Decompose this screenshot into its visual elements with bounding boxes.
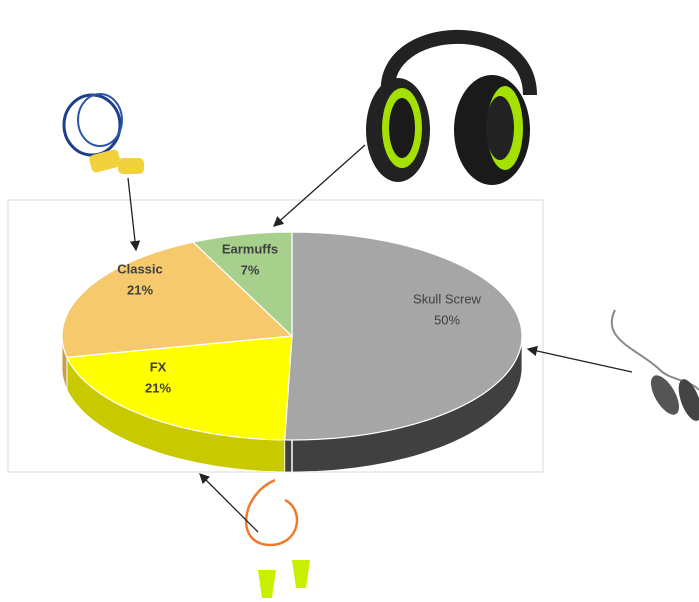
arrows xyxy=(127,144,633,533)
slice-label: FX xyxy=(150,359,167,374)
slice-value-label: 50% xyxy=(434,312,460,327)
classic-image xyxy=(62,93,144,174)
slice-label: Classic xyxy=(117,261,163,276)
slice-value-label: 21% xyxy=(145,380,171,395)
slice-label: Earmuffs xyxy=(222,241,278,256)
slice-label: Skull Screw xyxy=(413,291,482,306)
slice-value-label: 21% xyxy=(127,282,153,297)
slice xyxy=(284,231,523,441)
earmuffs-image xyxy=(366,29,537,185)
slice-value-label: 7% xyxy=(241,262,260,277)
slice xyxy=(65,335,293,441)
slice xyxy=(61,241,294,358)
slice xyxy=(191,231,293,338)
pie: Skull Screw 50% FX 21% Classic 21% Earmuffs 7% xyxy=(61,231,523,473)
skull-screw-image xyxy=(610,309,699,421)
fx-image xyxy=(245,478,310,598)
